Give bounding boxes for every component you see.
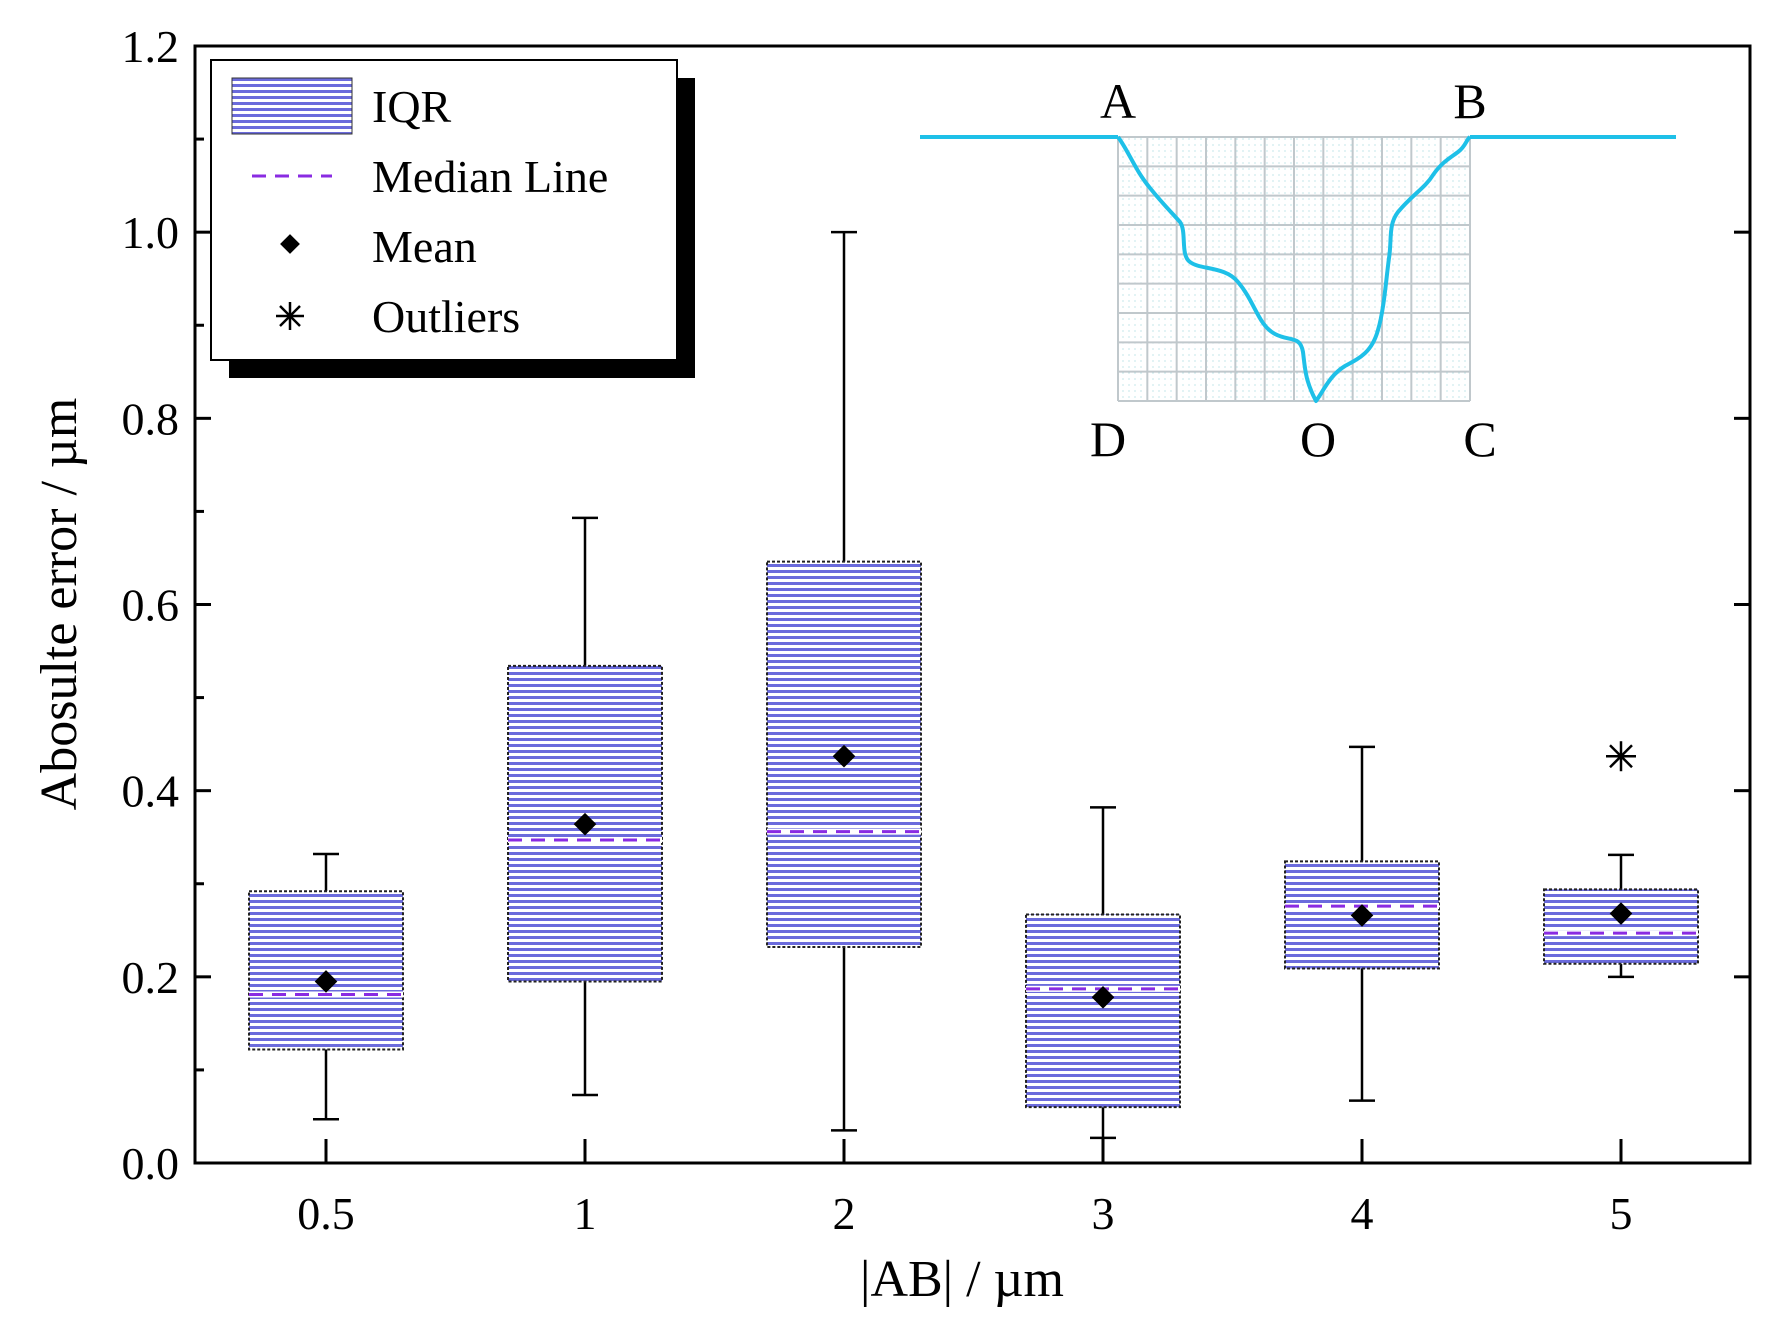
y-tick-label: 0.8 (122, 393, 180, 444)
inset-label-o: O (1300, 411, 1336, 467)
legend-mean-label: Mean (372, 221, 477, 272)
box-2 (766, 230, 922, 1132)
mean-marker (832, 744, 856, 768)
box-1 (507, 516, 663, 1097)
x-tick-label: 3 (1092, 1188, 1115, 1239)
mean-marker (573, 812, 597, 836)
box-0.5 (248, 852, 404, 1121)
y-tick-label: 1.2 (122, 21, 180, 72)
y-tick-label: 0.2 (122, 952, 180, 1003)
inset-label-c: C (1463, 411, 1496, 467)
legend-outlier-label: Outliers (372, 291, 520, 342)
outlier-stroke-d2 (1609, 744, 1633, 769)
box-5 (1543, 741, 1699, 979)
x-tick-label: 5 (1610, 1188, 1633, 1239)
iqr-box (1543, 888, 1699, 965)
mean-marker (1609, 902, 1633, 925)
legend-iqr-label: IQR (372, 81, 452, 132)
inset-profile-curve (1116, 135, 1472, 403)
inset-label-d: D (1090, 411, 1126, 467)
y-axis-title: Abosulte error / µm (31, 398, 88, 811)
inset-label-a: A (1100, 73, 1136, 129)
legend: IQR Median Line Mean Outliers (210, 59, 695, 378)
iqr-box (1025, 913, 1181, 1109)
x-tick-label: 0.5 (297, 1188, 355, 1239)
box-3 (1025, 806, 1181, 1140)
x-tick-label: 4 (1351, 1188, 1374, 1239)
y-tick-label: 1.0 (122, 207, 180, 258)
y-tick-label: 0.4 (122, 766, 180, 817)
legend-outlier-icon (276, 302, 304, 330)
mean-marker (1091, 985, 1115, 1009)
legend-iqr-swatch (231, 77, 353, 135)
y-tick-label: 0.6 (122, 580, 180, 631)
x-tick-label: 2 (833, 1188, 856, 1239)
inset-label-b: B (1453, 73, 1486, 129)
x-tick-label: 1 (574, 1188, 597, 1239)
mean-marker (1350, 904, 1374, 927)
y-tick-label: 0.0 (122, 1138, 180, 1189)
legend-mean-icon (280, 234, 300, 254)
x-axis-title: |AB| / µm (860, 1251, 1064, 1308)
box-4 (1284, 745, 1440, 1102)
inset-diagram: A B D O C (920, 73, 1676, 467)
boxes-layer (248, 230, 1699, 1140)
outlier-marker (1606, 741, 1636, 772)
mean-marker (314, 970, 338, 993)
legend-median-label: Median Line (372, 151, 608, 202)
x-axis: 0.5 1 2 3 4 5 (297, 1139, 1633, 1239)
y-axis: 0.0 0.2 0.4 0.6 0.8 1.0 1.2 (122, 21, 1750, 1189)
